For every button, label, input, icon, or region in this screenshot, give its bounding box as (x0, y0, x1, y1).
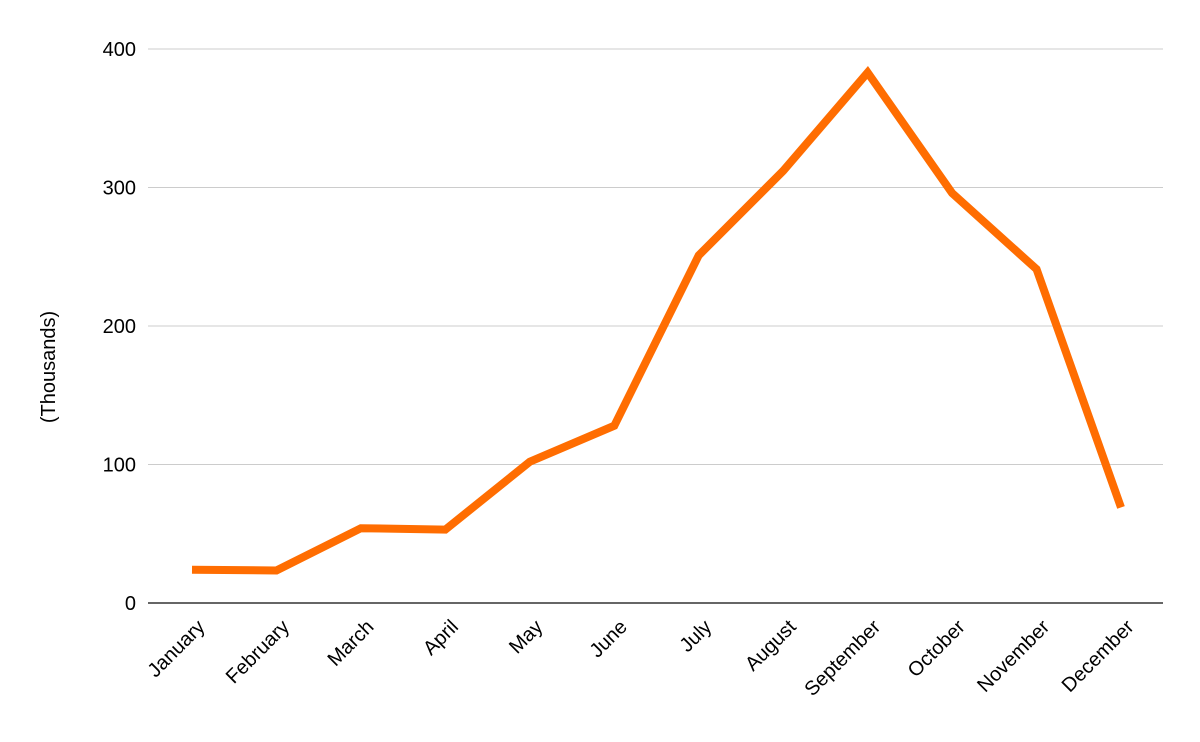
x-tick-label: November (973, 616, 1054, 697)
y-tick-label: 300 (103, 178, 136, 200)
y-tick-label: 0 (125, 593, 136, 615)
x-tick-label: June (586, 616, 632, 662)
x-tick-label: March (324, 616, 379, 671)
x-tick-label: February (222, 616, 294, 688)
x-tick-label: July (676, 616, 717, 657)
gridlines (148, 48, 1163, 465)
y-tick-label: 400 (103, 39, 136, 61)
x-tick-label: May (505, 616, 547, 658)
x-tick-label: September (800, 616, 885, 701)
x-tick-label: April (419, 616, 463, 660)
y-tick-label: 100 (103, 455, 136, 477)
x-tick-label: August (741, 616, 801, 676)
y-axis: 0 100 200 300 400 (103, 39, 136, 615)
y-tick-label: 200 (103, 316, 136, 338)
x-tick-label: October (904, 616, 970, 682)
series-layer (191, 66, 1125, 575)
y-axis-title: (Thousands) (38, 311, 60, 423)
series-line (191, 66, 1125, 575)
x-tick-label: January (144, 616, 210, 682)
x-axis: January February March April May June July Augu… (144, 616, 1139, 701)
x-tick-label: December (1058, 616, 1139, 697)
